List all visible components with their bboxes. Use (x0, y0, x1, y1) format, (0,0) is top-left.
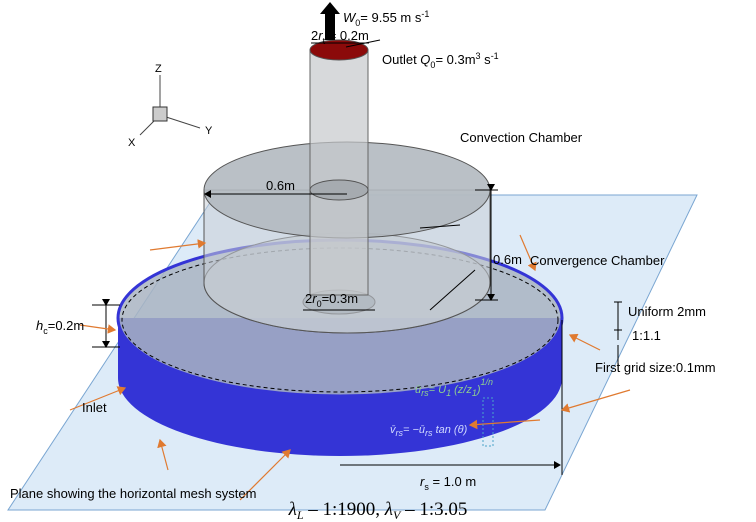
rhs: = −ū (403, 424, 425, 436)
convection-radius: 0.6m (266, 178, 295, 193)
convergence-label: Convergence Chamber (530, 253, 665, 268)
mesh-ratio: 1:1.1 (632, 328, 661, 343)
tube-section (310, 180, 368, 200)
symbol: Q (420, 52, 430, 67)
outlet-velocity: W0= 9.55 m s-1 (343, 9, 429, 28)
value: = 0.3m (435, 52, 475, 67)
caption: λL – 1:1900, λV – 1:3.05 (288, 499, 468, 522)
exponent: -1 (491, 51, 499, 61)
tail: tan (θ) (433, 424, 468, 436)
symbol: λ (288, 499, 297, 520)
inlet-height: hc=0.2m (36, 318, 84, 336)
axis-label: X (128, 137, 136, 149)
value: = 1.0 m (429, 474, 476, 489)
rhs: = U (429, 384, 446, 396)
axis-label: Y (205, 125, 213, 137)
label: Outlet (382, 52, 420, 67)
value: – 1:3.05 (400, 499, 467, 520)
exponent: -1 (421, 9, 429, 19)
value: = 0.2m (325, 28, 369, 43)
axis-label: Z (155, 63, 162, 75)
axis-cube (153, 107, 167, 121)
inlet-label: Inlet (82, 400, 107, 415)
ratio: (z/z (451, 384, 472, 396)
symbol: λ (384, 499, 393, 520)
value: – 1:1900, (304, 499, 385, 520)
value: =0.2m (48, 318, 85, 333)
prefix: 2 (311, 28, 318, 43)
value: =0.3m (322, 291, 359, 306)
diagram: W0= 9.55 m s-1 2rt = 0.2m Outlet Q0= 0.3… (0, 0, 756, 522)
exponent: 1/n (481, 377, 494, 387)
outlet-flow: Outlet Q0= 0.3m3 s-1 (382, 51, 499, 70)
outlet-tube (310, 50, 368, 295)
symbol: h (36, 318, 43, 333)
convection-label: Convection Chamber (460, 130, 583, 145)
prefix: 2 (305, 291, 312, 306)
value: = 9.55 m s (360, 10, 422, 25)
unit: s (481, 52, 492, 67)
convection-height: 0.6m (493, 252, 522, 267)
mesh-first: First grid size:0.1mm (595, 360, 716, 375)
plane-label: Plane showing the horizontal mesh system (10, 486, 256, 501)
mesh-uniform: Uniform 2mm (628, 304, 706, 319)
